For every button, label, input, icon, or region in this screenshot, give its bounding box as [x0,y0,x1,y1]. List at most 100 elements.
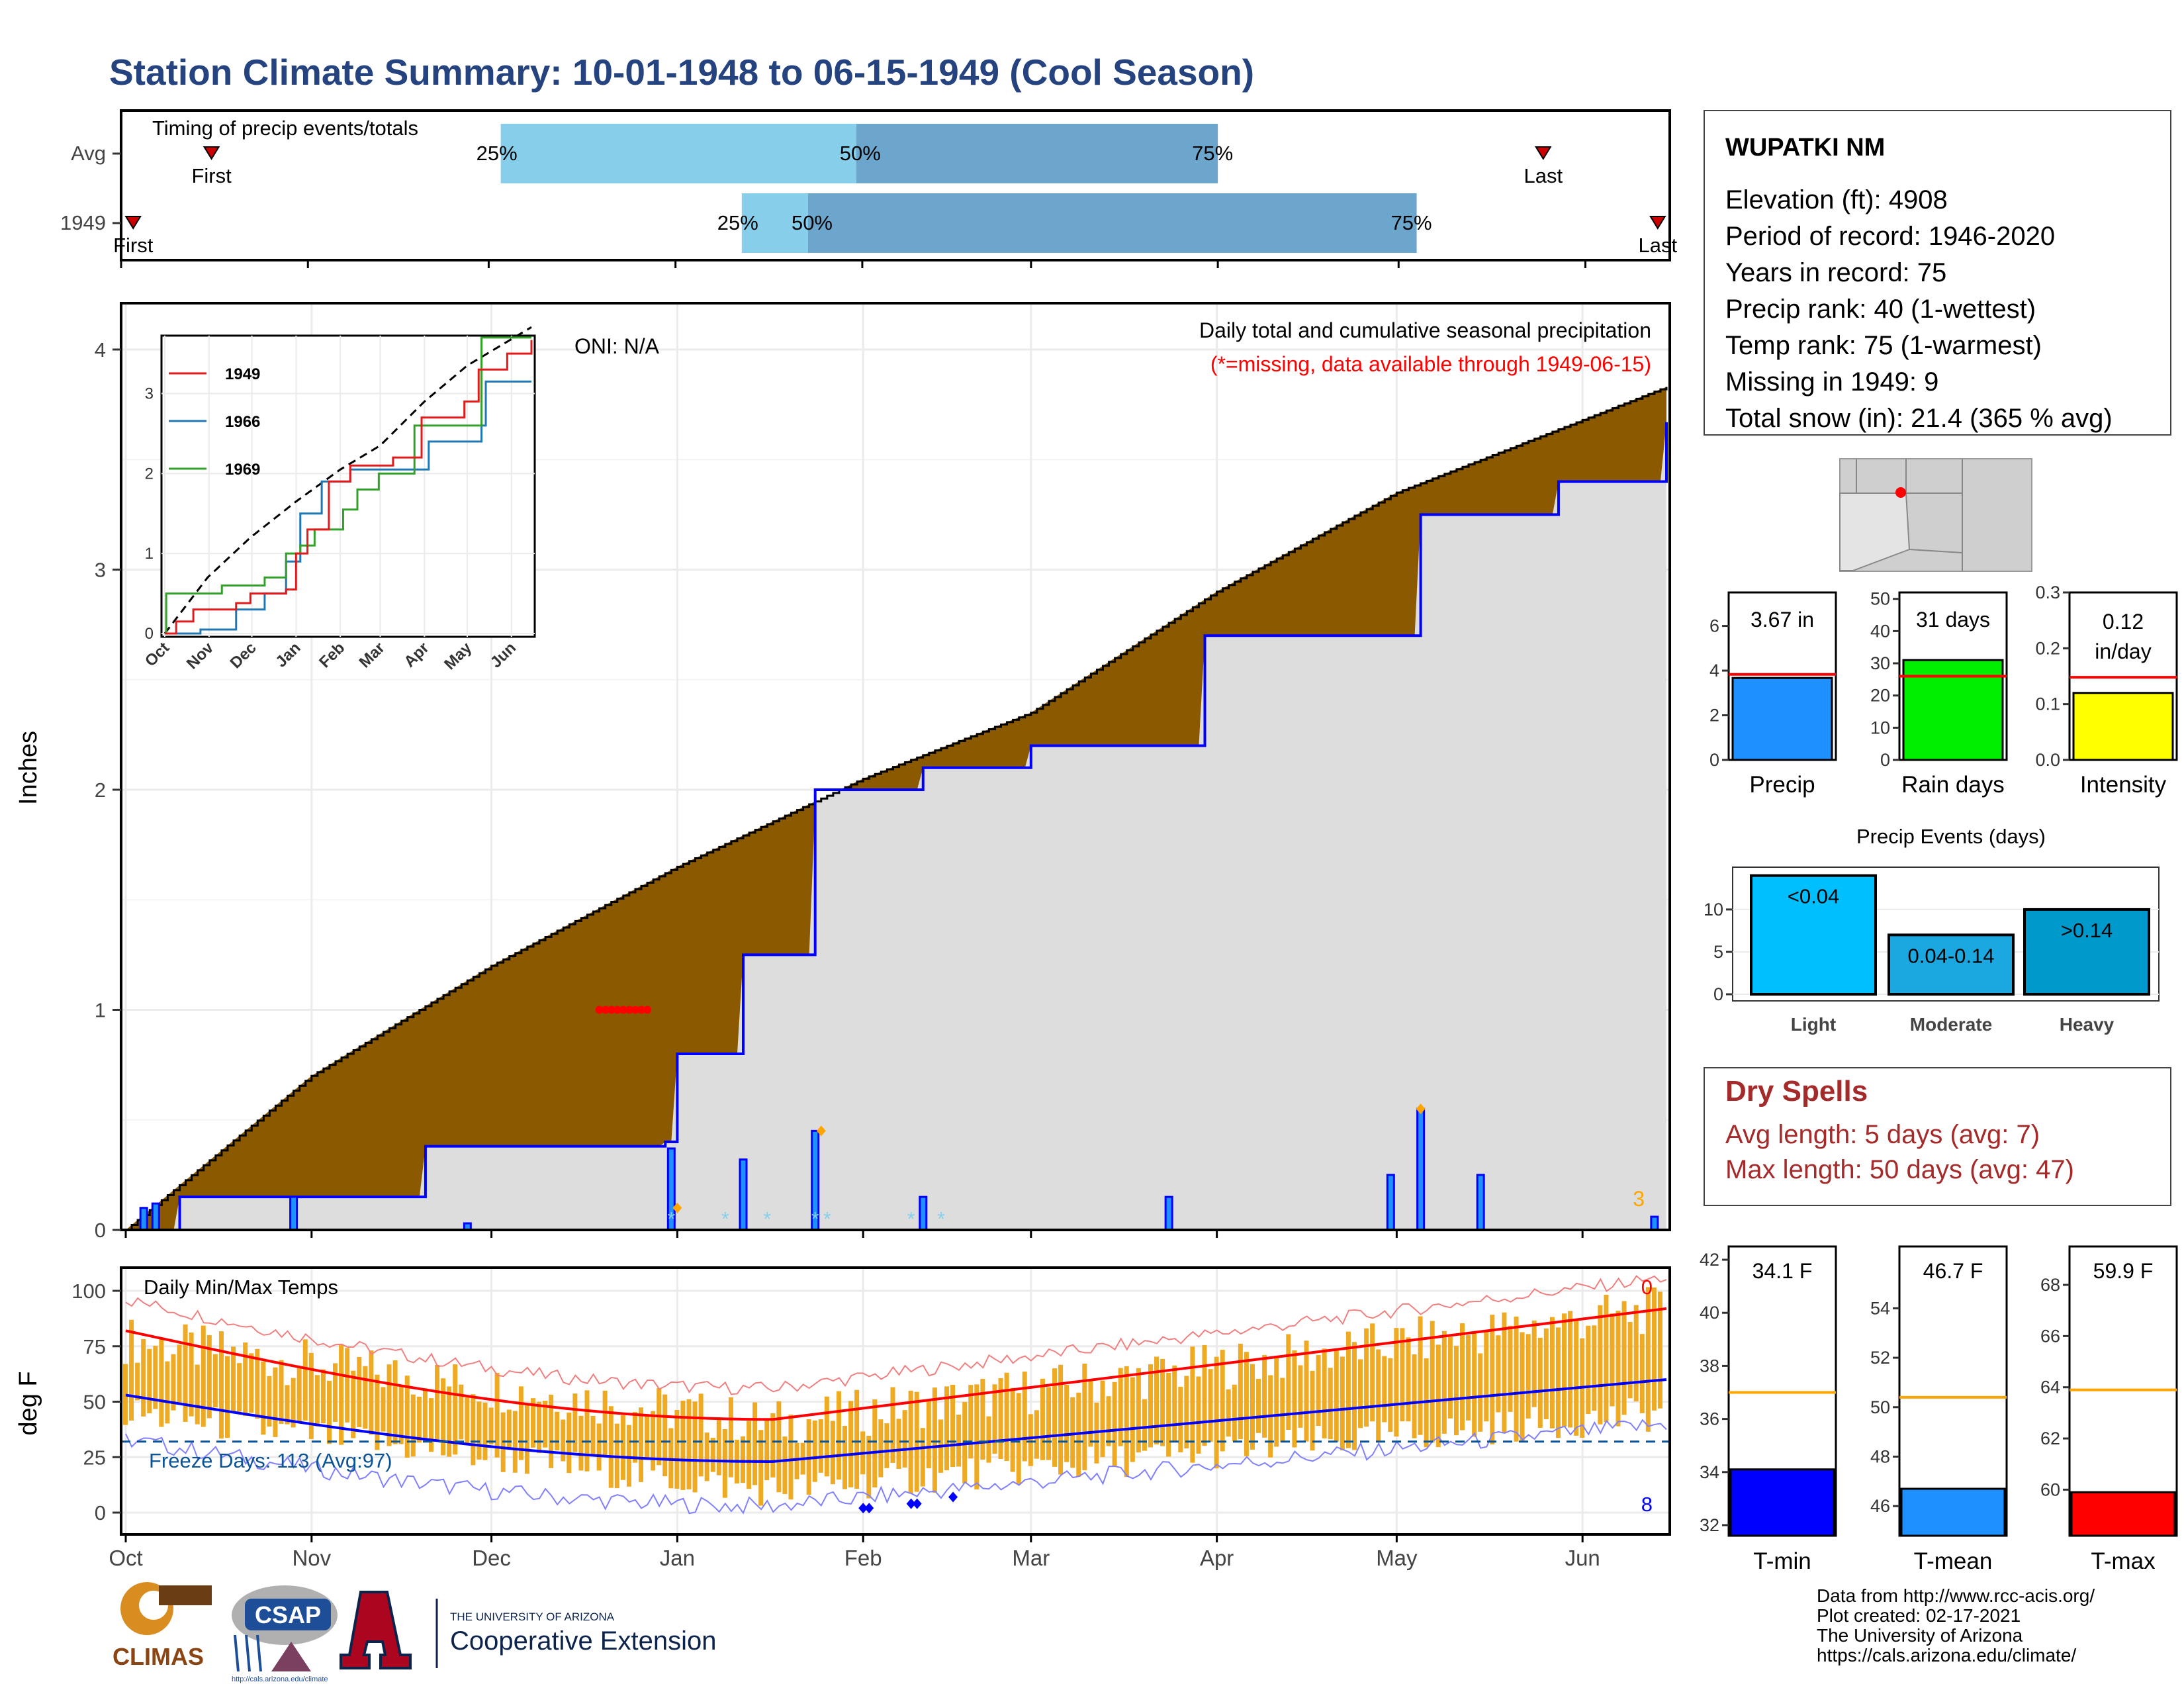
timing-p25-label: 25% [477,142,518,165]
station-years: Years in record: 75 [1725,258,1946,287]
summary-y-tick-label: 30 [1870,653,1890,673]
temp-daily-bar [477,1401,482,1460]
temp-daily-bars [123,1287,1662,1506]
temp-daily-bar [1298,1365,1303,1428]
temp-daily-bar [345,1348,350,1423]
temp-daily-bar [902,1410,907,1468]
temp-daily-bar [1633,1305,1639,1402]
temp-daily-bar [710,1438,715,1472]
temp-daily-bar [1004,1372,1009,1462]
temp-daily-bar [1196,1376,1201,1454]
temp-daily-bar [320,1369,326,1424]
temp-daily-bar [716,1417,721,1476]
temp-daily-bar [572,1393,578,1452]
temp-daily-bar [237,1363,242,1412]
temp-panel: deg F Daily Min/Max Temps Freeze Days: 1… [15,1266,1671,1570]
inset-y-tick-label: 2 [145,465,154,483]
temp-daily-bar [908,1390,913,1494]
precip-daily-bar [919,1196,928,1231]
temp-daily-bar [494,1372,500,1458]
temp-daily-bar [590,1415,596,1456]
station-info-box: WUPATKI NM Elevation (ft): 4908 Period o… [1704,110,2171,436]
timing-first-marker [203,146,220,160]
csap-logo-text: CSAP [255,1601,321,1628]
temp-daily-bar [567,1412,572,1474]
inset-y-tick-label: 3 [145,385,154,403]
timing-p25-label: 25% [717,211,758,234]
csap-url-text: http://cals.arizona.edu/climate [232,1675,328,1683]
precip-top-text: Daily total and cumulative seasonal prec… [1199,318,1651,342]
temp-daily-bar [992,1384,997,1454]
temp-daily-bar [1351,1342,1357,1450]
temp-daily-bar [680,1400,686,1490]
temp-daily-bar [1292,1350,1297,1448]
temp-daily-bar [632,1412,637,1463]
temp-daily-bar [471,1394,476,1466]
temp-daily-bar [147,1348,152,1413]
dry-spells-max: Max length: 50 days (avg: 47) [1725,1155,2074,1184]
station-name: WUPATKI NM [1725,134,1885,162]
temp-daily-bar [824,1396,829,1477]
temp-daily-bar [1100,1380,1105,1458]
summary-y-tick-label: 0.0 [2035,750,2060,770]
temp-daily-bar [1388,1358,1393,1432]
temp-daily-bar [333,1363,338,1423]
temp-daily-bar [890,1387,895,1463]
temp-normal-min-line [125,1378,1667,1463]
precip-axes: 0 1 2 3 4 [95,338,1584,1242]
temp-summary-y-tick-label: 34 [1700,1462,1719,1482]
temp-daily-bar [1124,1366,1129,1477]
inset-y-tick-label: 0 [145,625,154,643]
temp-daily-bar [189,1333,194,1417]
events-category-label: Moderate [1910,1014,1992,1035]
summary-panel-label: Rain days [1901,772,2005,798]
temp-summary-y-tick-label: 54 [1870,1298,1890,1318]
temp-daily-bar [944,1386,949,1471]
summary-y-tick-label: 0.2 [2035,638,2060,658]
climas-logo-text: CLIMAS [113,1643,204,1670]
temp-daily-bar [872,1399,878,1488]
temp-daily-bar [369,1350,374,1435]
temp-daily-bar [962,1401,968,1483]
credit-line-2: Plot created: 02-17-2021 [1817,1605,2021,1626]
snow-total-diamond [816,1125,826,1137]
temp-daily-bar [1586,1325,1591,1415]
temp-month-label: May [1376,1546,1418,1570]
temp-daily-bar [662,1394,668,1477]
temp-daily-bar [1148,1364,1153,1448]
summary-y-tick-label: 50 [1870,589,1890,609]
temp-daily-bar [1358,1359,1363,1429]
temp-daily-bar [1598,1305,1603,1425]
temp-daily-bar [1376,1349,1381,1443]
timing-row-avg-name: Avg [71,142,106,165]
precip-daily-bar [139,1207,148,1231]
inset-avg-line [163,326,532,634]
temp-daily-bar [1562,1313,1567,1427]
temp-daily-bar [812,1420,817,1482]
temp-daily-bar [1010,1387,1015,1472]
temp-daily-bar [1310,1370,1315,1451]
temp-daily-bar [950,1384,956,1468]
temp-daily-bar [770,1413,776,1477]
temp-daily-bar [555,1411,560,1451]
temp-daily-bar [836,1391,841,1480]
precip-y-tick-label: 4 [95,338,106,361]
events-y-tick-label: 5 [1713,942,1723,962]
temp-summary-y-tick-label: 64 [2040,1378,2060,1397]
temp-daily-bar [363,1366,368,1429]
temp-daily-bar [1466,1335,1471,1421]
temp-daily-bar [578,1415,584,1471]
temp-daily-bar [1058,1364,1064,1475]
temp-daily-bar [410,1394,416,1457]
temp-month-label: Jan [660,1546,695,1570]
temp-daily-bar [1412,1354,1417,1438]
summary-bar-panels: 3.67 in 0 2 4 6 Precip 31 days 0 10 20 30 40 50 Rain … [1709,583,2178,798]
temp-daily-bar [1340,1356,1345,1451]
temp-bottom-count: 8 [1641,1493,1653,1516]
temp-daily-bar [1322,1348,1327,1438]
dry-spells-title: Dry Spells [1725,1075,1868,1107]
station-temp-rank: Temp rank: 75 (1-warmest) [1725,331,2042,360]
temp-daily-bar [1645,1287,1651,1432]
precip-deficit-area [126,387,1666,1230]
temp-summary-y-tick-label: 66 [2040,1326,2060,1346]
